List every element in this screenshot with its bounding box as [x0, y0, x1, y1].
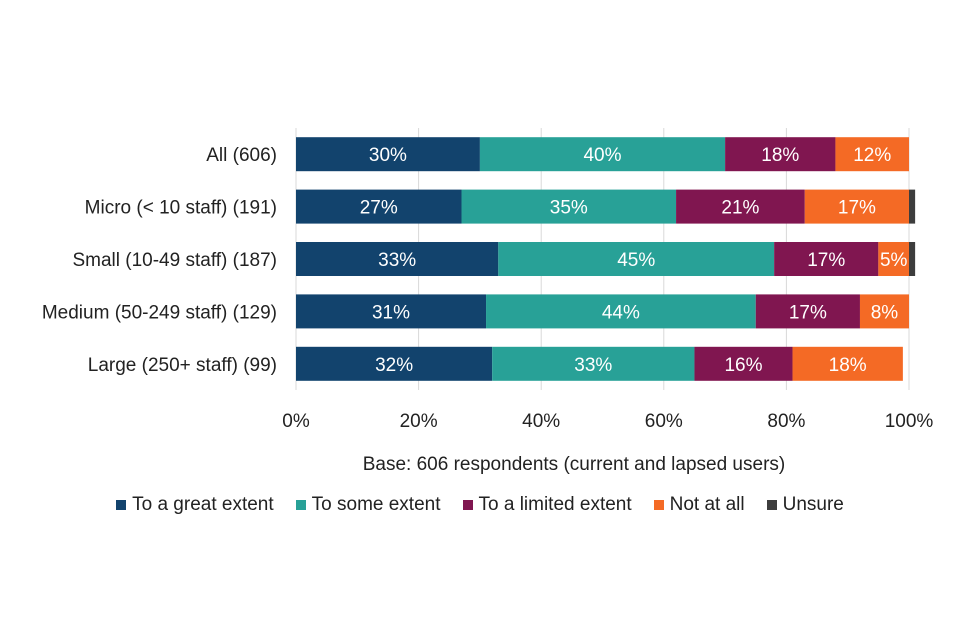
bar-segment — [296, 242, 499, 276]
bar-segment — [878, 242, 909, 276]
bar-segment — [296, 294, 487, 329]
x-tick-label: 20% — [400, 411, 438, 432]
data-label: 44% — [602, 302, 640, 323]
bar-segment — [725, 137, 836, 172]
category-label: All (606) — [206, 145, 277, 166]
category-label: Medium (50-249 staff) (129) — [42, 302, 277, 323]
data-label: 33% — [378, 250, 416, 271]
bar-segment — [486, 294, 756, 329]
data-label: 17% — [789, 302, 827, 323]
bar-segment — [296, 189, 462, 224]
legend-item: To a limited extent — [462, 494, 632, 516]
data-label: 17% — [838, 198, 876, 219]
category-label: Large (250+ staff) (99) — [88, 355, 277, 376]
legend-swatch — [766, 500, 777, 510]
x-tick-label: 40% — [522, 411, 560, 432]
data-label: 18% — [829, 355, 867, 376]
data-label: 33% — [574, 355, 612, 376]
data-label: 27% — [360, 198, 398, 219]
data-label: 12% — [853, 145, 891, 166]
data-label: 32% — [375, 355, 413, 376]
legend-item: To some extent — [295, 494, 441, 516]
x-tick-label: 80% — [767, 411, 805, 432]
data-label: 21% — [721, 198, 759, 219]
bar-segment — [296, 346, 493, 381]
legend-label: Unsure — [782, 494, 844, 515]
legend-label: Not at all — [669, 494, 745, 515]
category-label: Micro (< 10 staff) (191) — [85, 198, 277, 219]
bar-segment — [792, 346, 903, 381]
data-label: 35% — [550, 198, 588, 219]
bar-segment — [909, 189, 916, 224]
data-label: 5% — [880, 250, 908, 271]
bar-segment — [909, 242, 916, 276]
legend-label: To a limited extent — [478, 494, 632, 515]
legend-label: To a great extent — [132, 494, 274, 515]
data-label: 17% — [807, 250, 845, 271]
legend-item: Not at all — [653, 494, 745, 516]
bars: 30% 40% 18% 12% 27% 35% 21% 17% 33% 45% 17% 5% 31% 44… — [296, 137, 916, 381]
bar-segment — [461, 189, 677, 224]
data-label: 45% — [617, 250, 655, 271]
bar-segment — [694, 346, 793, 381]
bar-segment — [774, 242, 879, 276]
y-axis-labels: All (606) Micro (< 10 staff) (191) Small (… — [42, 145, 277, 376]
legend-swatch — [295, 500, 306, 510]
x-tick-label: 100% — [885, 411, 934, 432]
data-label: 31% — [372, 302, 410, 323]
bar-segment — [676, 189, 805, 224]
legend-label: To some extent — [311, 494, 441, 515]
data-label: 18% — [761, 145, 799, 166]
data-label: 8% — [871, 302, 899, 323]
data-label: 16% — [724, 355, 762, 376]
legend-swatch — [462, 500, 473, 510]
bar-segment — [296, 137, 480, 172]
x-tick-label: 0% — [282, 411, 310, 432]
category-label: Small (10-49 staff) (187) — [72, 250, 277, 271]
data-label: 40% — [583, 145, 621, 166]
x-axis-label: Base: 606 respondents (current and lapse… — [363, 454, 785, 475]
bar-segment — [498, 242, 775, 276]
bar-segment — [492, 346, 695, 381]
data-label: 30% — [369, 145, 407, 166]
legend: To a great extent To some extent To a limi… — [0, 494, 960, 516]
bar-segment — [804, 189, 909, 224]
x-axis-tick-labels: 0% 20% 40% 60% 80% 100% — [282, 411, 933, 432]
bar-segment — [859, 294, 909, 329]
bar-segment — [755, 294, 860, 329]
legend-item: Unsure — [766, 494, 844, 516]
legend-swatch — [653, 500, 664, 510]
legend-item: To a great extent — [116, 494, 274, 516]
bar-segment — [835, 137, 909, 172]
bar-segment — [479, 137, 726, 172]
legend-swatch — [116, 500, 127, 510]
x-tick-label: 60% — [645, 411, 683, 432]
